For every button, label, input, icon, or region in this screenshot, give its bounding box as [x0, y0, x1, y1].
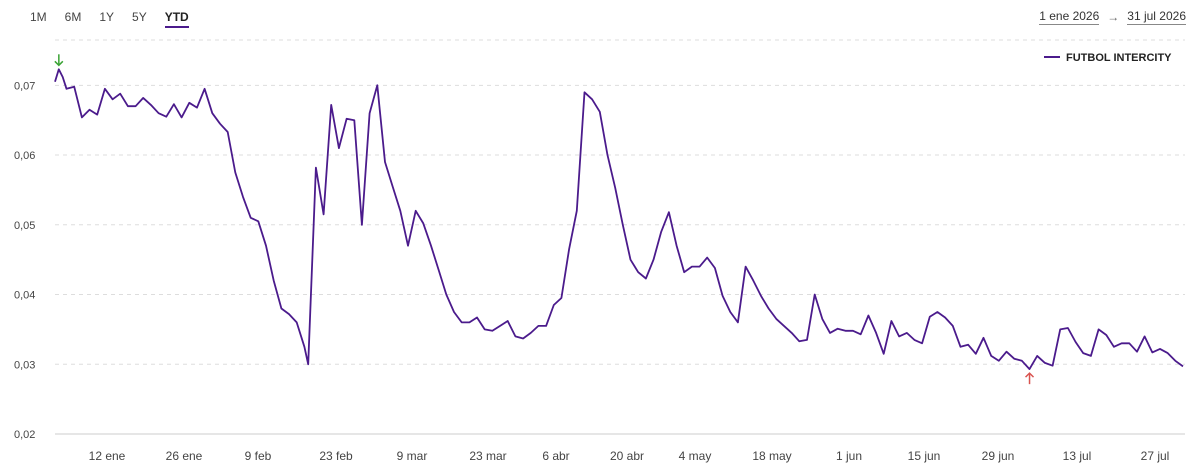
y-tick-label: 0,06	[14, 150, 35, 162]
range-tabs: 1M 6M 1Y 5Y YTD	[30, 8, 207, 28]
x-tick-label: 15 jun	[908, 449, 941, 463]
x-tick-label: 4 may	[679, 449, 712, 463]
x-tick-label: 26 ene	[166, 449, 203, 463]
x-tick-label: 18 may	[752, 449, 791, 463]
x-tick-label: 9 mar	[397, 449, 428, 463]
x-tick-label: 12 ene	[89, 449, 126, 463]
y-tick-label: 0,03	[14, 359, 35, 371]
x-tick-label: 23 feb	[319, 449, 353, 463]
x-tick-label: 9 feb	[245, 449, 272, 463]
y-tick-label: 0,07	[14, 80, 35, 92]
legend-label: FUTBOL INTERCITY	[1066, 52, 1172, 64]
start-date-picker[interactable]: 1 ene 2026	[1039, 9, 1100, 25]
range-tab-1m[interactable]: 1M	[30, 10, 47, 24]
y-tick-label: 0,02	[14, 429, 35, 441]
date-range-selector: 1 ene 2026 → 31 jul 2026	[1039, 9, 1186, 25]
series-line-futbol-intercity	[54, 68, 1184, 370]
range-tab-5y[interactable]: 5Y	[132, 10, 147, 24]
y-tick-label: 0,04	[14, 290, 35, 302]
range-tab-ytd[interactable]: YTD	[164, 8, 189, 28]
range-tab-6m[interactable]: 6M	[64, 10, 82, 24]
y-tick-label: 0,05	[14, 220, 35, 232]
end-date-picker[interactable]: 31 jul 2026	[1127, 9, 1186, 25]
x-tick-label: 29 jun	[982, 449, 1015, 463]
x-tick-label: 27 jul	[1141, 449, 1170, 463]
range-tab-1y[interactable]: 1Y	[99, 10, 115, 24]
x-tick-label: 6 abr	[542, 449, 569, 463]
max-marker-icon	[54, 54, 64, 67]
arrow-right-icon: →	[1107, 10, 1120, 24]
min-marker-icon	[1024, 372, 1035, 385]
x-tick-label: 1 jun	[836, 449, 862, 463]
x-tick-label: 20 abr	[610, 449, 644, 463]
x-tick-label: 13 jul	[1063, 449, 1092, 463]
x-tick-label: 23 mar	[469, 449, 506, 463]
